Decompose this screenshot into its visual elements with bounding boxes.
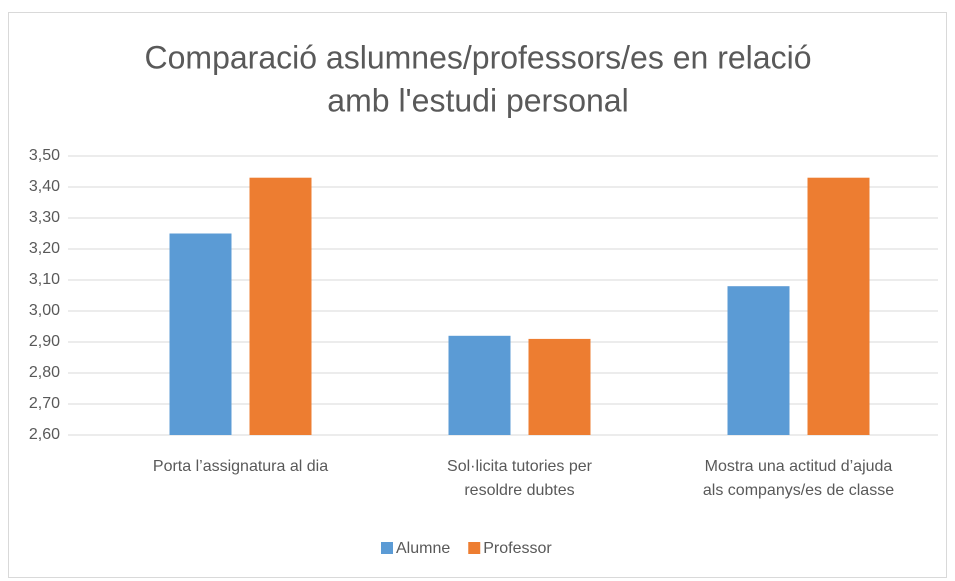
- y-tick-label: 3,40: [29, 178, 60, 195]
- x-tick-label: resoldre dubtes: [464, 482, 574, 499]
- chart-title: amb l'estudi personal: [327, 82, 628, 118]
- x-tick-label: als companys/es de classe: [703, 482, 894, 499]
- legend-swatch: [381, 542, 393, 554]
- y-tick-label: 2,70: [29, 395, 60, 412]
- legend-label: Alumne: [396, 540, 450, 557]
- y-tick-label: 3,10: [29, 271, 60, 288]
- legend-label: Professor: [483, 540, 552, 557]
- bar: [169, 233, 232, 435]
- y-tick-label: 2,80: [29, 364, 60, 381]
- y-tick-label: 3,30: [29, 209, 60, 226]
- y-tick-label: 3,20: [29, 240, 60, 257]
- chart-border: [8, 12, 947, 578]
- x-tick-label: Porta l’assignatura al dia: [153, 458, 328, 475]
- y-tick-label: 2,60: [29, 426, 60, 443]
- bar: [807, 177, 870, 435]
- y-tick-label: 3,50: [29, 147, 60, 164]
- x-tick-label: Mostra una actitud d’ajuda: [705, 458, 893, 475]
- legend-swatch: [468, 542, 481, 554]
- bar: [249, 177, 312, 435]
- y-tick-label: 3,00: [29, 302, 60, 319]
- bar: [727, 286, 790, 435]
- bar: [528, 338, 591, 435]
- bar: [448, 335, 511, 435]
- x-tick-label: Sol·licita tutories per: [447, 458, 593, 475]
- y-tick-label: 2,90: [29, 333, 60, 350]
- chart-title: Comparació aslumnes/professors/es en rel…: [145, 39, 812, 75]
